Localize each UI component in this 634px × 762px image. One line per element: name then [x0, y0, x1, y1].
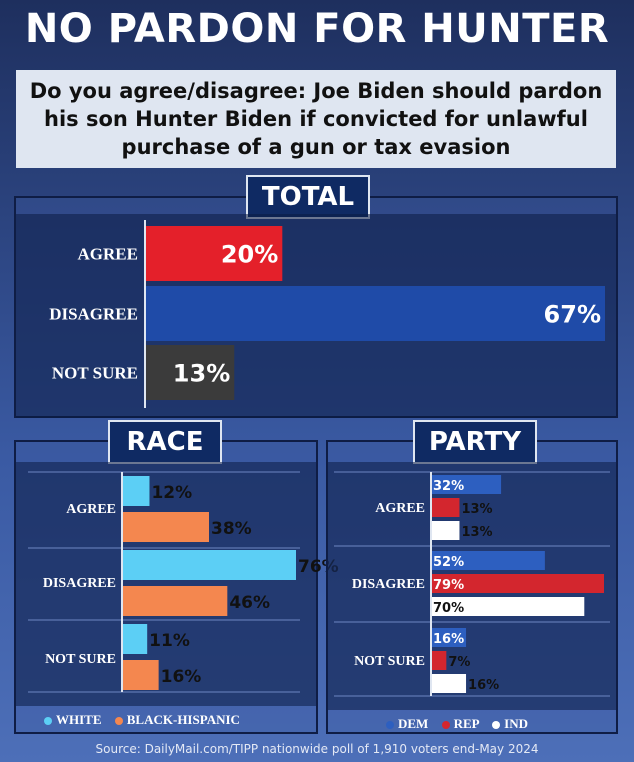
race-panel-title: RACE	[108, 420, 222, 464]
legend-white: WHITE	[44, 712, 102, 727]
chart-title: NO PARDON FOR HUNTER	[24, 6, 610, 52]
legend-dem-label: DEM	[398, 716, 429, 731]
race-legend: WHITE BLACK-HISPANIC	[44, 712, 240, 728]
race-panel	[14, 440, 318, 734]
legend-rep-label: REP	[453, 716, 479, 731]
legend-dem-dot	[386, 721, 394, 730]
legend-black-hispanic-label: BLACK-HISPANIC	[126, 712, 240, 727]
legend-white-label: WHITE	[56, 712, 102, 727]
legend-black-hispanic-dot	[114, 717, 123, 726]
total-panel-title: TOTAL	[246, 175, 370, 219]
party-panel-title: PARTY	[413, 420, 537, 464]
legend-dem: DEM	[386, 716, 428, 731]
survey-question: Do you agree/disagree: Joe Biden should …	[16, 70, 616, 168]
legend-ind: IND	[492, 716, 528, 731]
source-note: Source: DailyMail.com/TIPP nationwide po…	[95, 742, 539, 756]
total-panel	[14, 196, 618, 418]
legend-ind-dot	[492, 721, 501, 730]
legend-black-hispanic: BLACK-HISPANIC	[114, 712, 240, 727]
legend-rep-dot	[441, 721, 450, 730]
legend-white-dot	[44, 717, 52, 726]
party-legend: DEM REP IND	[386, 716, 528, 732]
legend-rep: REP	[441, 716, 479, 731]
legend-ind-label: IND	[504, 716, 528, 731]
party-panel	[326, 440, 618, 734]
